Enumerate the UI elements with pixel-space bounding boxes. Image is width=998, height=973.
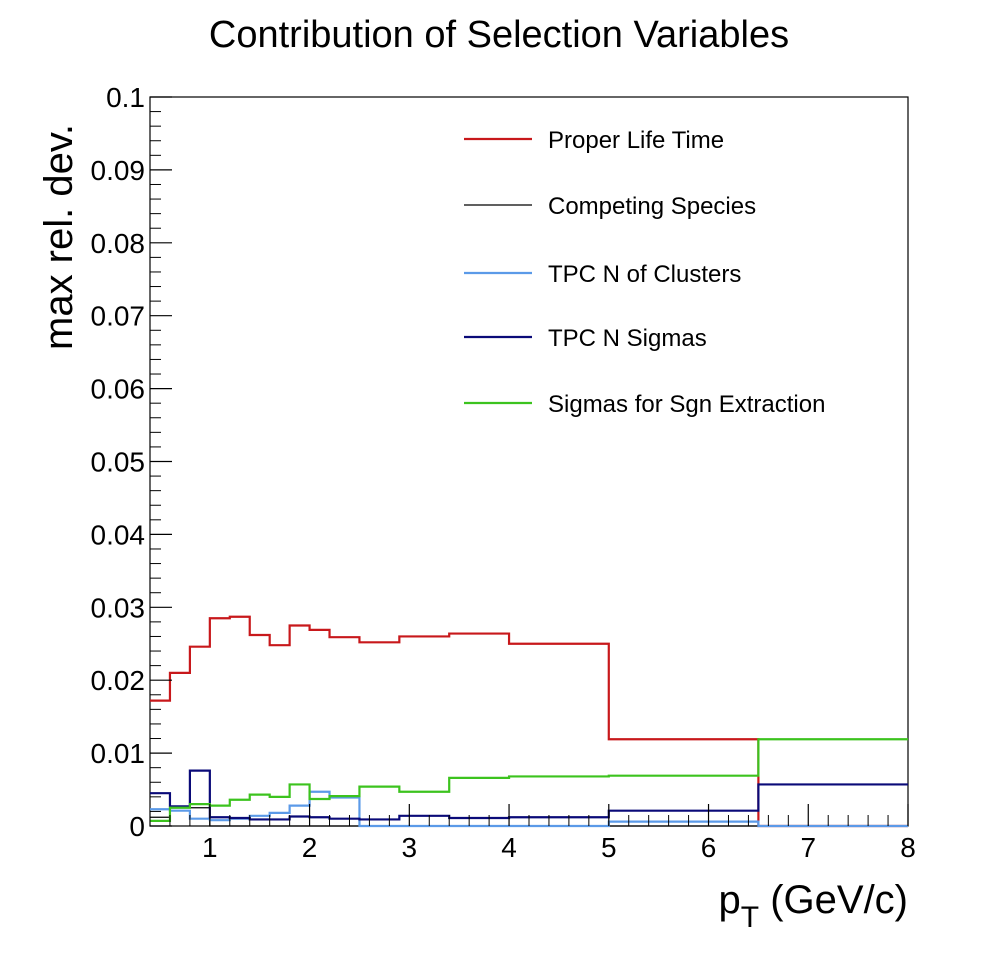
legend-label: Sigmas for Sgn Extraction	[548, 391, 825, 418]
x-axis-title-subscript: T	[741, 901, 759, 934]
series-group	[150, 615, 908, 828]
legend: Proper Life Time Competing Species TPC N o…	[464, 127, 825, 418]
legend-label: Competing Species	[548, 193, 756, 220]
series-line-sigmas-for-sgn-extraction	[150, 738, 908, 822]
y-tick-label: 0.08	[91, 228, 146, 259]
x-axis-title: pT (GeV/c)	[719, 878, 908, 934]
y-tick-label: 0.04	[91, 519, 146, 550]
y-tick-label: 0.05	[91, 447, 146, 478]
y-tick-label: 0.01	[91, 738, 146, 769]
x-tick-label: 8	[900, 832, 916, 863]
x-tick-label: 6	[701, 832, 717, 863]
x-tick-label: 3	[402, 832, 418, 863]
x-tick-label: 1	[202, 832, 218, 863]
x-axis-title-suffix: (GeV/c)	[759, 878, 908, 922]
plot-area: 1 2 3 4 5 6 7 8 0 0.01 0.02 0.03 0.04 0.05 0.06 0.07 0.0…	[91, 82, 916, 863]
x-tick-label: 2	[302, 832, 318, 863]
plot-frame	[149, 96, 909, 827]
y-tick-label: 0.02	[91, 665, 146, 696]
y-tick-label: 0.07	[91, 301, 146, 332]
x-tick-label: 7	[800, 832, 816, 863]
series-line-proper-life-time	[150, 615, 908, 828]
y-tick-label: 0.06	[91, 374, 146, 405]
x-tick-label: 4	[501, 832, 517, 863]
legend-label: TPC N Sigmas	[548, 325, 707, 352]
y-tick-label: 0	[129, 811, 145, 842]
y-tick-label: 0.09	[91, 155, 146, 186]
y-tick-label: 0.03	[91, 592, 146, 623]
y-tick-label: 0.1	[106, 82, 145, 113]
x-axis-title-main: p	[719, 878, 741, 922]
axes-group: 1 2 3 4 5 6 7 8 0 0.01 0.02 0.03 0.04 0.05 0.06 0.07 0.0…	[91, 82, 916, 863]
legend-label: Proper Life Time	[548, 127, 724, 154]
y-axis-title: max rel. dev.	[37, 124, 81, 350]
x-tick-label: 5	[601, 832, 617, 863]
legend-label: TPC N of Clusters	[548, 261, 741, 288]
chart-title: Contribution of Selection Variables	[209, 14, 789, 56]
series-line-tpc-n-of-clusters	[150, 790, 908, 828]
